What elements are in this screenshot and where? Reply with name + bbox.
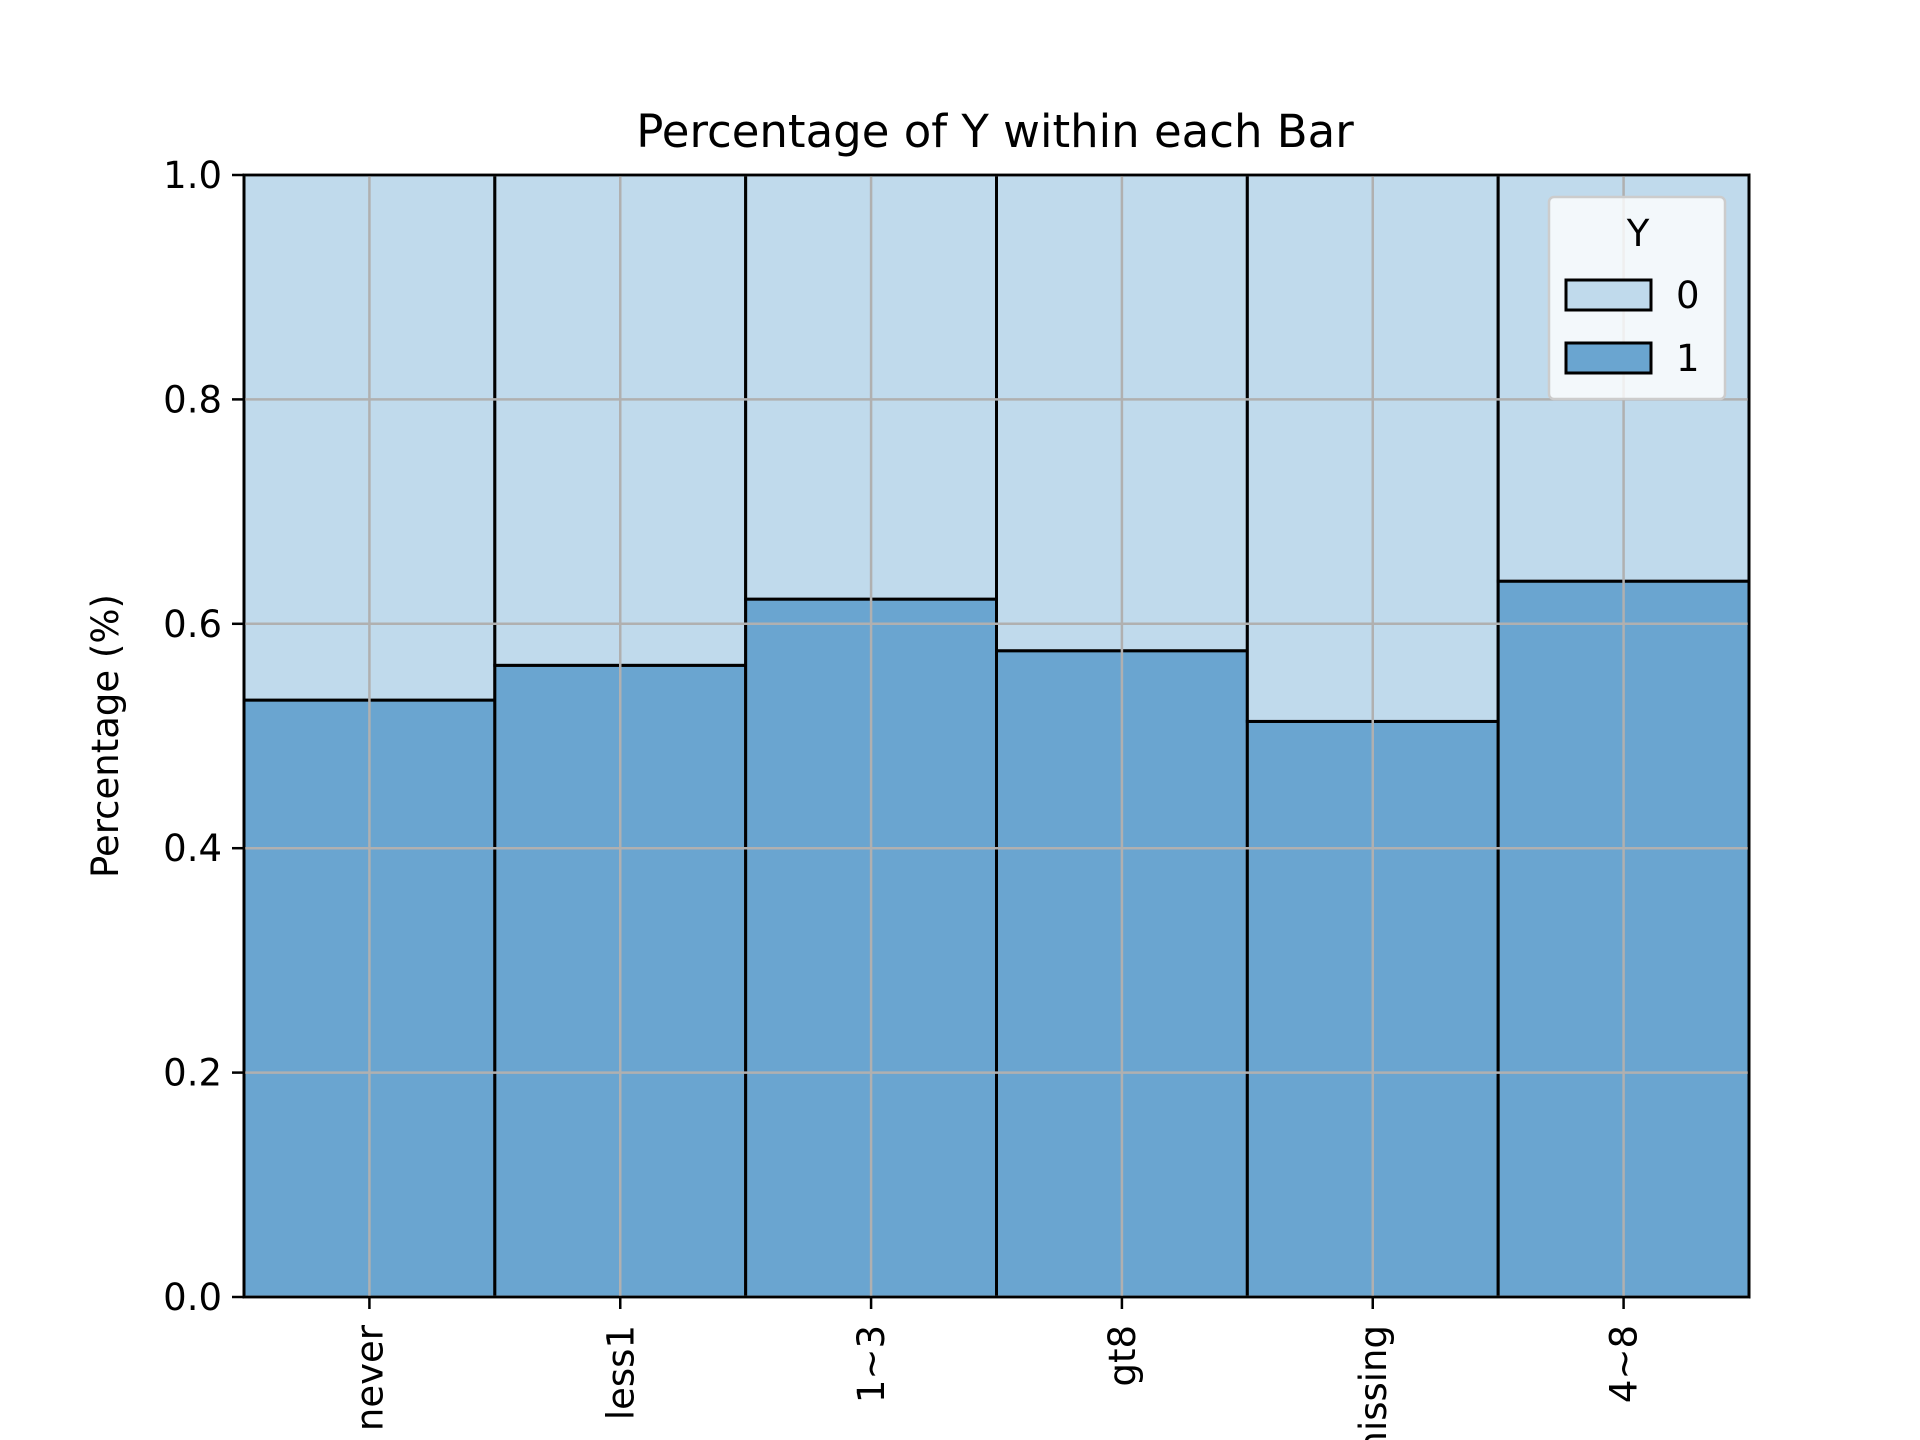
legend-swatch-1 [1564,341,1653,375]
x-tick-label: less1 [599,1325,642,1420]
legend-items: 01 [1564,274,1700,380]
chart-title: Percentage of Y within each Bar [636,105,1354,158]
y-tick-label: 0.8 [163,378,222,421]
y-axis-label: Percentage (%) [84,594,127,878]
legend[interactable]: Y 01 [1547,195,1727,401]
legend-title: Y [1626,212,1650,255]
y-tick-label: 1.0 [163,154,222,197]
x-tick-label: gt8 [1101,1325,1144,1387]
ticks-layer: 0.0 0.2 0.4 0.6 0.8 1.0 never less1 1~3 gt8 missin… [163,154,1645,1440]
y-tick-label: 0.6 [163,603,222,646]
plot-frame [242,173,1751,1299]
legend-label-1: 1 [1676,337,1700,380]
x-tick-label: never [348,1324,391,1431]
bars-layer [242,173,1751,1299]
x-tick-label: missing [1352,1325,1395,1440]
y-tick-label: 0.0 [163,1276,222,1319]
y-tick-label: 0.4 [163,827,222,870]
x-tick-label: 4~8 [1603,1325,1646,1403]
y-tick-label: 0.2 [163,1052,222,1095]
legend-label-0: 0 [1676,274,1700,317]
legend-swatch-0 [1564,278,1653,312]
x-tick-label: 1~3 [850,1325,893,1403]
